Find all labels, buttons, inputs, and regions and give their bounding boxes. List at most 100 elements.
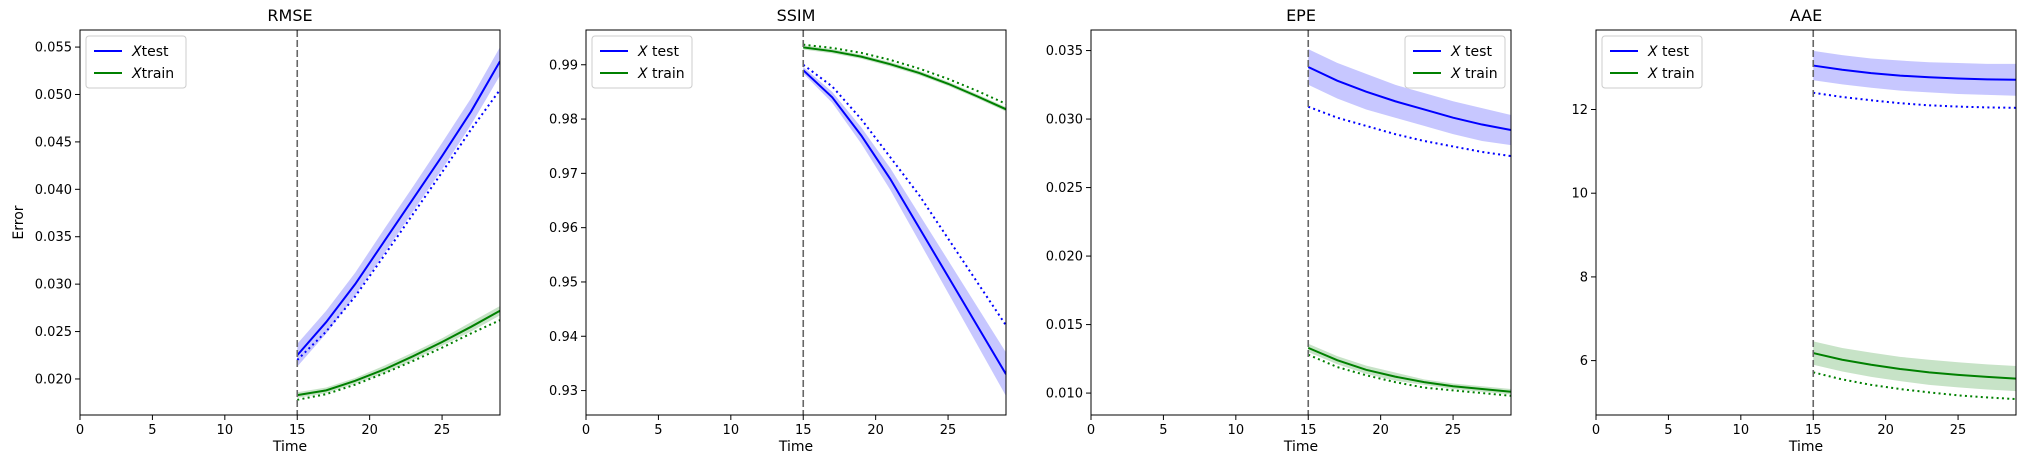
y-tick-label: 0.045 (35, 135, 72, 150)
confidence-band-0 (1813, 50, 2016, 96)
x-tick-label: 15 (289, 423, 306, 438)
y-tick-label: 0.040 (35, 183, 72, 198)
x-tick-label: 15 (1300, 423, 1317, 438)
y-tick-label: 0.96 (549, 221, 578, 236)
x-tick-label: 5 (1159, 423, 1167, 438)
series-line-1 (802, 63, 1006, 326)
x-tick-label: 25 (1950, 423, 1967, 438)
chart-title: RMSE (267, 6, 312, 25)
legend: X test X train (1404, 35, 1506, 89)
y-tick-label: 12 (1571, 103, 1588, 118)
series-line-0 (1307, 66, 1511, 132)
axes-frame (79, 29, 501, 416)
chart-title: AAE (1790, 6, 1822, 25)
legend-label: X train (1647, 66, 1695, 82)
legend-label: X train (637, 66, 685, 82)
confidence-band-0 (803, 66, 1006, 396)
legend-label: X test (1450, 44, 1492, 60)
confidence-band-2 (1813, 341, 2016, 392)
series-line-2 (1813, 352, 2016, 380)
x-tick-label: 20 (1372, 423, 1389, 438)
x-axis-label: Time (1283, 439, 1318, 455)
x-tick-label: 10 (723, 423, 740, 438)
confidence-band-2 (1308, 343, 1511, 395)
x-tick-label: 0 (1592, 423, 1600, 438)
x-tick-label: 20 (867, 423, 884, 438)
chart-title: SSIM (777, 6, 816, 25)
x-tick-label: 5 (1664, 423, 1672, 438)
series-line-2 (1307, 346, 1511, 393)
y-tick-label: 0.025 (1046, 181, 1083, 196)
plot-area (296, 30, 500, 415)
x-tick-label: 25 (940, 423, 957, 438)
legend: X test X train (1601, 35, 1703, 89)
x-tick-label: 5 (148, 423, 156, 438)
x-tick-label: 25 (434, 423, 451, 438)
legend-box (85, 35, 187, 89)
x-tick-label: 15 (1805, 423, 1822, 438)
y-tick-label: 0.025 (35, 325, 72, 340)
x-tick-label: 0 (1087, 423, 1095, 438)
y-tick-label: 0.98 (549, 113, 578, 128)
axes-frame (1090, 29, 1512, 416)
series-line-3 (297, 319, 500, 401)
x-tick-label: 0 (582, 423, 590, 438)
series-line-0 (802, 69, 1006, 375)
y-axis-label: Error (11, 205, 27, 239)
x-tick-label: 15 (795, 423, 812, 438)
x-axis-label: Time (778, 439, 813, 455)
series-line-1 (1307, 105, 1511, 158)
series-line-0 (1813, 64, 2016, 81)
series-line-3 (1307, 353, 1511, 397)
plot-area (1307, 30, 1511, 415)
y-tick-label: 0.030 (35, 278, 72, 293)
x-tick-label: 10 (217, 423, 234, 438)
y-tick-label: 0.035 (35, 230, 72, 245)
y-tick-label: 0.99 (549, 58, 578, 73)
y-tick-label: 0.020 (35, 372, 72, 387)
legend-label: X train (1450, 66, 1498, 82)
y-tick-label: 0.030 (1046, 113, 1083, 128)
legend-box (1404, 35, 1506, 89)
legend-label: Xtrain (131, 66, 174, 82)
legend-box (1601, 35, 1703, 89)
plot-area (802, 30, 1006, 415)
legend: X test X train (591, 35, 693, 89)
y-tick-label: 0.010 (1046, 387, 1083, 402)
y-tick-label: 0.035 (1046, 44, 1083, 59)
series-line-1 (1813, 91, 2016, 109)
chart-panel-rmse: 0 5 10 15 20 25 0.020 0.025 0.030 0.035 0.040 0.045… (11, 6, 501, 455)
legend-label: Xtest (131, 44, 169, 60)
chart-panel-aae: 0 5 10 15 20 25 6 8 10 12 AAE Time X test X train (1571, 6, 2017, 455)
x-tick-label: 10 (1733, 423, 1750, 438)
x-tick-label: 20 (1877, 423, 1894, 438)
series-line-1 (296, 89, 500, 361)
y-tick-label: 10 (1571, 187, 1588, 202)
legend-box (591, 35, 693, 89)
y-tick-label: 8 (1580, 270, 1588, 285)
series-line-3 (803, 43, 1006, 105)
confidence-band-0 (1308, 49, 1511, 146)
confidence-band-0 (297, 47, 500, 367)
y-tick-label: 0.93 (549, 384, 578, 399)
series-line-0 (296, 60, 500, 356)
y-tick-label: 0.95 (549, 275, 578, 290)
chart-panel-epe: 0 5 10 15 20 25 0.010 0.015 0.020 0.025 0.030 0.035… (1046, 6, 1512, 455)
y-tick-label: 0.020 (1046, 250, 1083, 265)
axes-frame (585, 29, 1007, 416)
y-tick-label: 0.97 (549, 167, 578, 182)
x-tick-label: 20 (361, 423, 378, 438)
y-tick-label: 6 (1580, 354, 1588, 369)
chart-panel-ssim: 0 5 10 15 20 25 0.93 0.94 0.95 0.96 0.97 0.98 0.99 SS… (549, 6, 1007, 455)
series-line-2 (803, 46, 1006, 111)
chart-title: EPE (1286, 6, 1316, 25)
y-tick-label: 0.050 (35, 88, 72, 103)
confidence-band-2 (803, 45, 1006, 112)
series-line-2 (297, 309, 500, 397)
y-tick-label: 0.94 (549, 330, 578, 345)
x-axis-label: Time (272, 439, 307, 455)
y-tick-label: 0.015 (1046, 318, 1083, 333)
axes-frame (1595, 29, 2017, 416)
legend: Xtest Xtrain (85, 35, 187, 89)
